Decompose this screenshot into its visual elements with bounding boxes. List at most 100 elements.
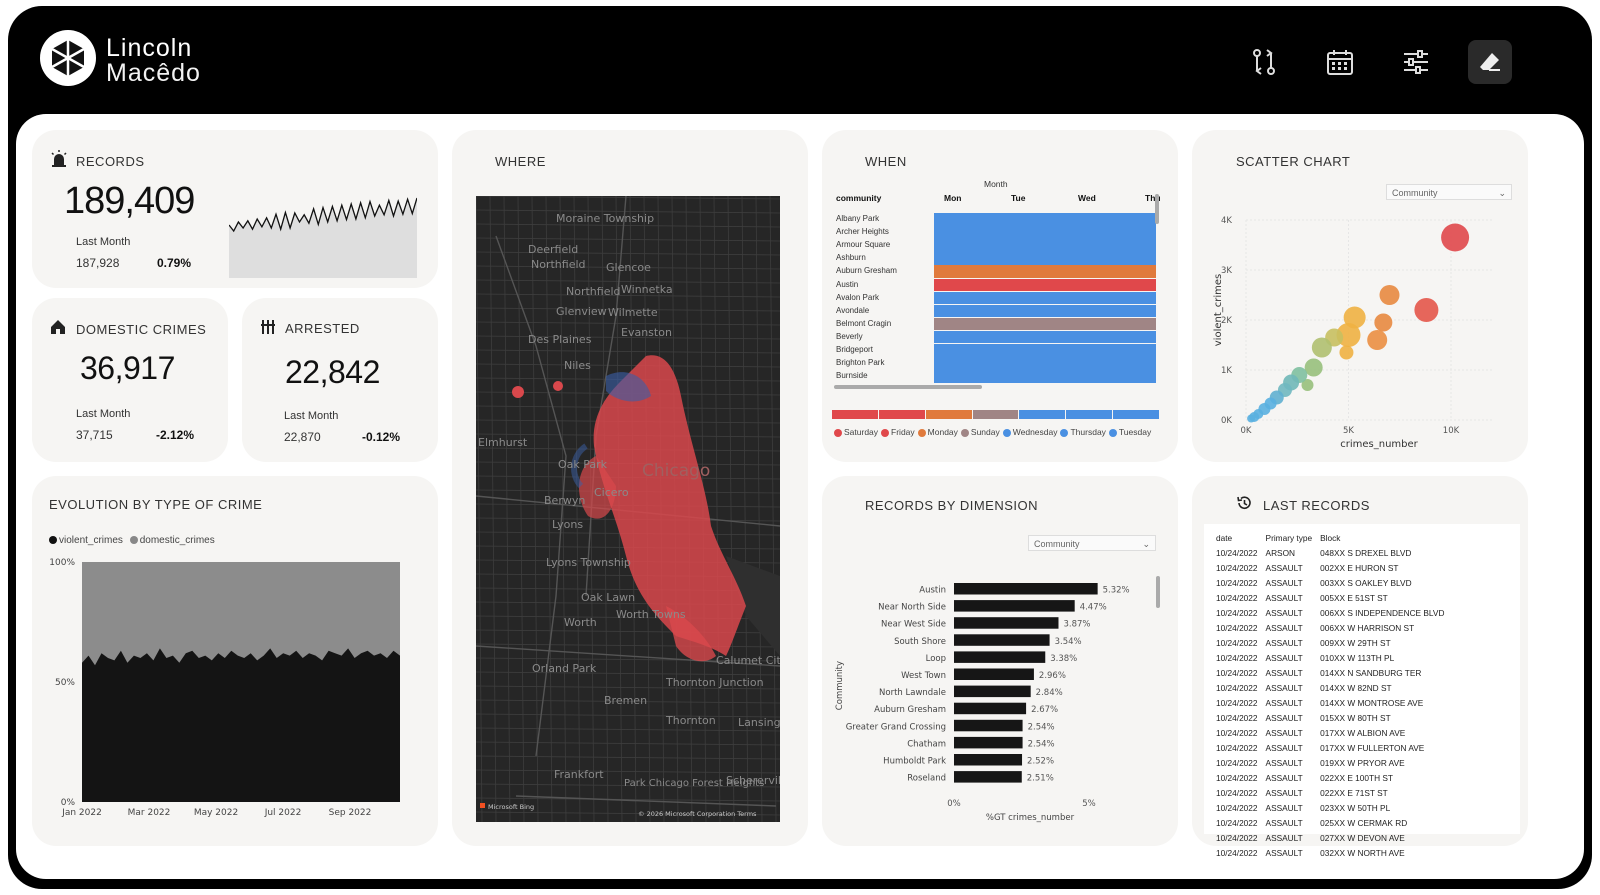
date-cell: 10/24/2022 [1216, 787, 1258, 798]
heatmap-cell-row[interactable] [934, 265, 1156, 278]
heatmap-cell-row[interactable] [934, 344, 1156, 357]
legend-label[interactable]: Wednesday [1012, 427, 1058, 437]
block-cell: 017XX W FULLERTON AVE [1320, 742, 1425, 753]
column-header-primary-type[interactable]: Primary type [1265, 532, 1313, 543]
calendar-icon[interactable] [1320, 42, 1360, 82]
scatter-point[interactable] [1311, 337, 1332, 358]
table-row[interactable]: 10/24/2022 ASSAULT 015XX W 80TH ST [1216, 711, 1450, 724]
table-row[interactable]: 10/24/2022 ARSON 048XX S DREXEL BLVD [1216, 546, 1450, 559]
table-row[interactable]: 10/24/2022 ASSAULT 022XX E 71ST ST [1216, 786, 1450, 799]
table-row[interactable]: 10/24/2022 ASSAULT 006XX W HARRISON ST [1216, 621, 1450, 634]
bar[interactable] [954, 634, 1050, 646]
scatter-chart: 0K 1K 2K 3K 4K 0K 5K 10K crimes_number violent_cr… [1213, 216, 1492, 450]
table-row[interactable]: 10/24/2022 ASSAULT 023XX W 50TH PL [1216, 801, 1450, 814]
scatter-point[interactable] [1414, 298, 1439, 322]
weekday-bar-segment[interactable] [972, 410, 1019, 419]
table-row[interactable]: 10/24/2022 ASSAULT 022XX E 100TH ST [1216, 771, 1450, 784]
bar[interactable] [954, 754, 1023, 766]
bar[interactable] [954, 771, 1022, 783]
table-row[interactable]: 10/24/2022 ASSAULT 017XX W FULLERTON AVE [1216, 741, 1450, 754]
crime-map[interactable]: Moraine Township Deerfield Northfield Gl… [476, 196, 780, 822]
heatmap-cell-row[interactable] [934, 357, 1156, 370]
weekday-bar-segment[interactable] [832, 410, 878, 419]
heatmap-vscroll[interactable] [1155, 194, 1159, 224]
legend-label[interactable]: Thursday [1070, 427, 1106, 437]
table-row[interactable]: 10/24/2022 ASSAULT 019XX W PRYOR AVE [1216, 756, 1450, 769]
heatmap-cell-row[interactable] [934, 330, 1156, 344]
heatmap-cell-row[interactable] [934, 304, 1156, 318]
heatmap-cell-row[interactable] [934, 317, 1156, 331]
table-row[interactable]: 10/24/2022 ASSAULT 027XX W DEVON AVE [1216, 831, 1450, 844]
table-row[interactable]: 10/24/2022 ASSAULT 005XX E 51ST ST [1216, 591, 1450, 604]
type-cell: ASSAULT [1265, 757, 1303, 768]
table-row[interactable]: 10/24/2022 ASSAULT 032XX W NORTH AVE [1216, 846, 1450, 859]
table-row[interactable]: 10/24/2022 ASSAULT 002XX E HURON ST [1216, 561, 1450, 574]
bar[interactable] [954, 651, 1046, 663]
eraser-icon[interactable] [1468, 40, 1512, 84]
column-header-date[interactable]: date [1216, 532, 1233, 543]
table-row[interactable]: 10/24/2022 ASSAULT 006XX S INDEPENDENCE BL… [1216, 606, 1450, 619]
legend-label[interactable]: Tuesday [1118, 427, 1152, 437]
map-label: Oak Park [558, 458, 608, 471]
block-cell: 002XX E HURON ST [1320, 562, 1399, 573]
bar[interactable] [954, 617, 1059, 629]
bar[interactable] [954, 668, 1034, 681]
bar[interactable] [954, 583, 1098, 595]
heatmap-cell-row[interactable] [934, 291, 1156, 305]
scatter-point[interactable] [1441, 223, 1470, 252]
dimension-vscroll[interactable] [1156, 576, 1160, 608]
last-records-card: LAST RECORDS [1192, 476, 1528, 846]
column-header-block[interactable]: Block [1320, 532, 1341, 543]
y-axis-label: Community [835, 661, 845, 710]
table-row[interactable]: 10/24/2022 ASSAULT 009XX W 29TH ST [1216, 636, 1450, 649]
scatter-point[interactable] [1336, 323, 1361, 347]
map-road [503, 196, 511, 822]
legend-label[interactable]: Friday [891, 427, 915, 437]
bar[interactable] [954, 702, 1027, 715]
heatmap-cell-row[interactable] [934, 239, 1156, 252]
heatmap-row-label: Albany Park [836, 214, 880, 223]
legend-label[interactable]: Monday [927, 427, 958, 437]
compare-icon[interactable] [1244, 42, 1284, 82]
legend-label[interactable]: Saturday [844, 427, 879, 437]
scatter-point[interactable] [1374, 313, 1393, 332]
weekday-bar-segment[interactable] [925, 410, 972, 419]
table-row[interactable]: 10/24/2022 ASSAULT 014XX W 82ND ST [1216, 681, 1450, 694]
weekday-bar-segment[interactable] [1019, 410, 1066, 419]
map-road [476, 265, 780, 270]
date-cell: 10/24/2022 [1216, 727, 1258, 738]
table-row[interactable]: 10/24/2022 ASSAULT 014XX N SANDBURG TER [1216, 666, 1450, 679]
bar[interactable] [954, 685, 1031, 698]
weekday-bar-segment[interactable] [1066, 410, 1113, 419]
weekday-bar-segment[interactable] [878, 410, 925, 419]
table-row[interactable]: 10/24/2022 ASSAULT 003XX S OAKLEY BLVD [1216, 576, 1450, 589]
heatmap-cell-row[interactable] [934, 278, 1156, 292]
scatter-point[interactable] [1379, 285, 1400, 305]
date-cell: 10/24/2022 [1216, 832, 1258, 843]
scatter-point[interactable] [1339, 345, 1354, 360]
house-icon [51, 320, 65, 334]
heatmap-hscroll[interactable] [834, 385, 982, 389]
scatter-point[interactable] [1304, 358, 1323, 377]
heatmap-cell-row[interactable] [934, 252, 1156, 265]
bar[interactable] [954, 736, 1023, 749]
heatmap-cell-row[interactable] [934, 370, 1156, 383]
scatter-dropdown[interactable]: Community ⌄ [1386, 184, 1512, 200]
scatter-point[interactable] [1343, 306, 1366, 329]
table-row[interactable]: 10/24/2022 ASSAULT 017XX W ALBION AVE [1216, 726, 1450, 739]
filter-sliders-icon[interactable] [1396, 42, 1436, 82]
scatter-point[interactable] [1301, 379, 1314, 391]
bar[interactable] [954, 600, 1075, 612]
bar[interactable] [954, 719, 1023, 732]
dimension-dropdown[interactable]: Community ⌄ [1028, 535, 1156, 551]
scatter-point[interactable] [1247, 414, 1256, 423]
heatmap-cell-row[interactable] [934, 226, 1156, 239]
weekday-bar-segment[interactable] [1113, 410, 1159, 419]
table-row[interactable]: 10/24/2022 ASSAULT 014XX W MONTROSE AVE [1216, 696, 1450, 709]
table-row[interactable]: 10/24/2022 ASSAULT 010XX W 113TH PL [1216, 651, 1450, 664]
legend-label[interactable]: Sunday [970, 427, 1000, 437]
block-cell: 048XX S DREXEL BLVD [1320, 547, 1412, 558]
table-row[interactable]: 10/24/2022 ASSAULT 025XX W CERMAK RD [1216, 816, 1450, 829]
heatmap-cell-row[interactable] [934, 213, 1156, 226]
scatter-point[interactable] [1367, 330, 1388, 350]
